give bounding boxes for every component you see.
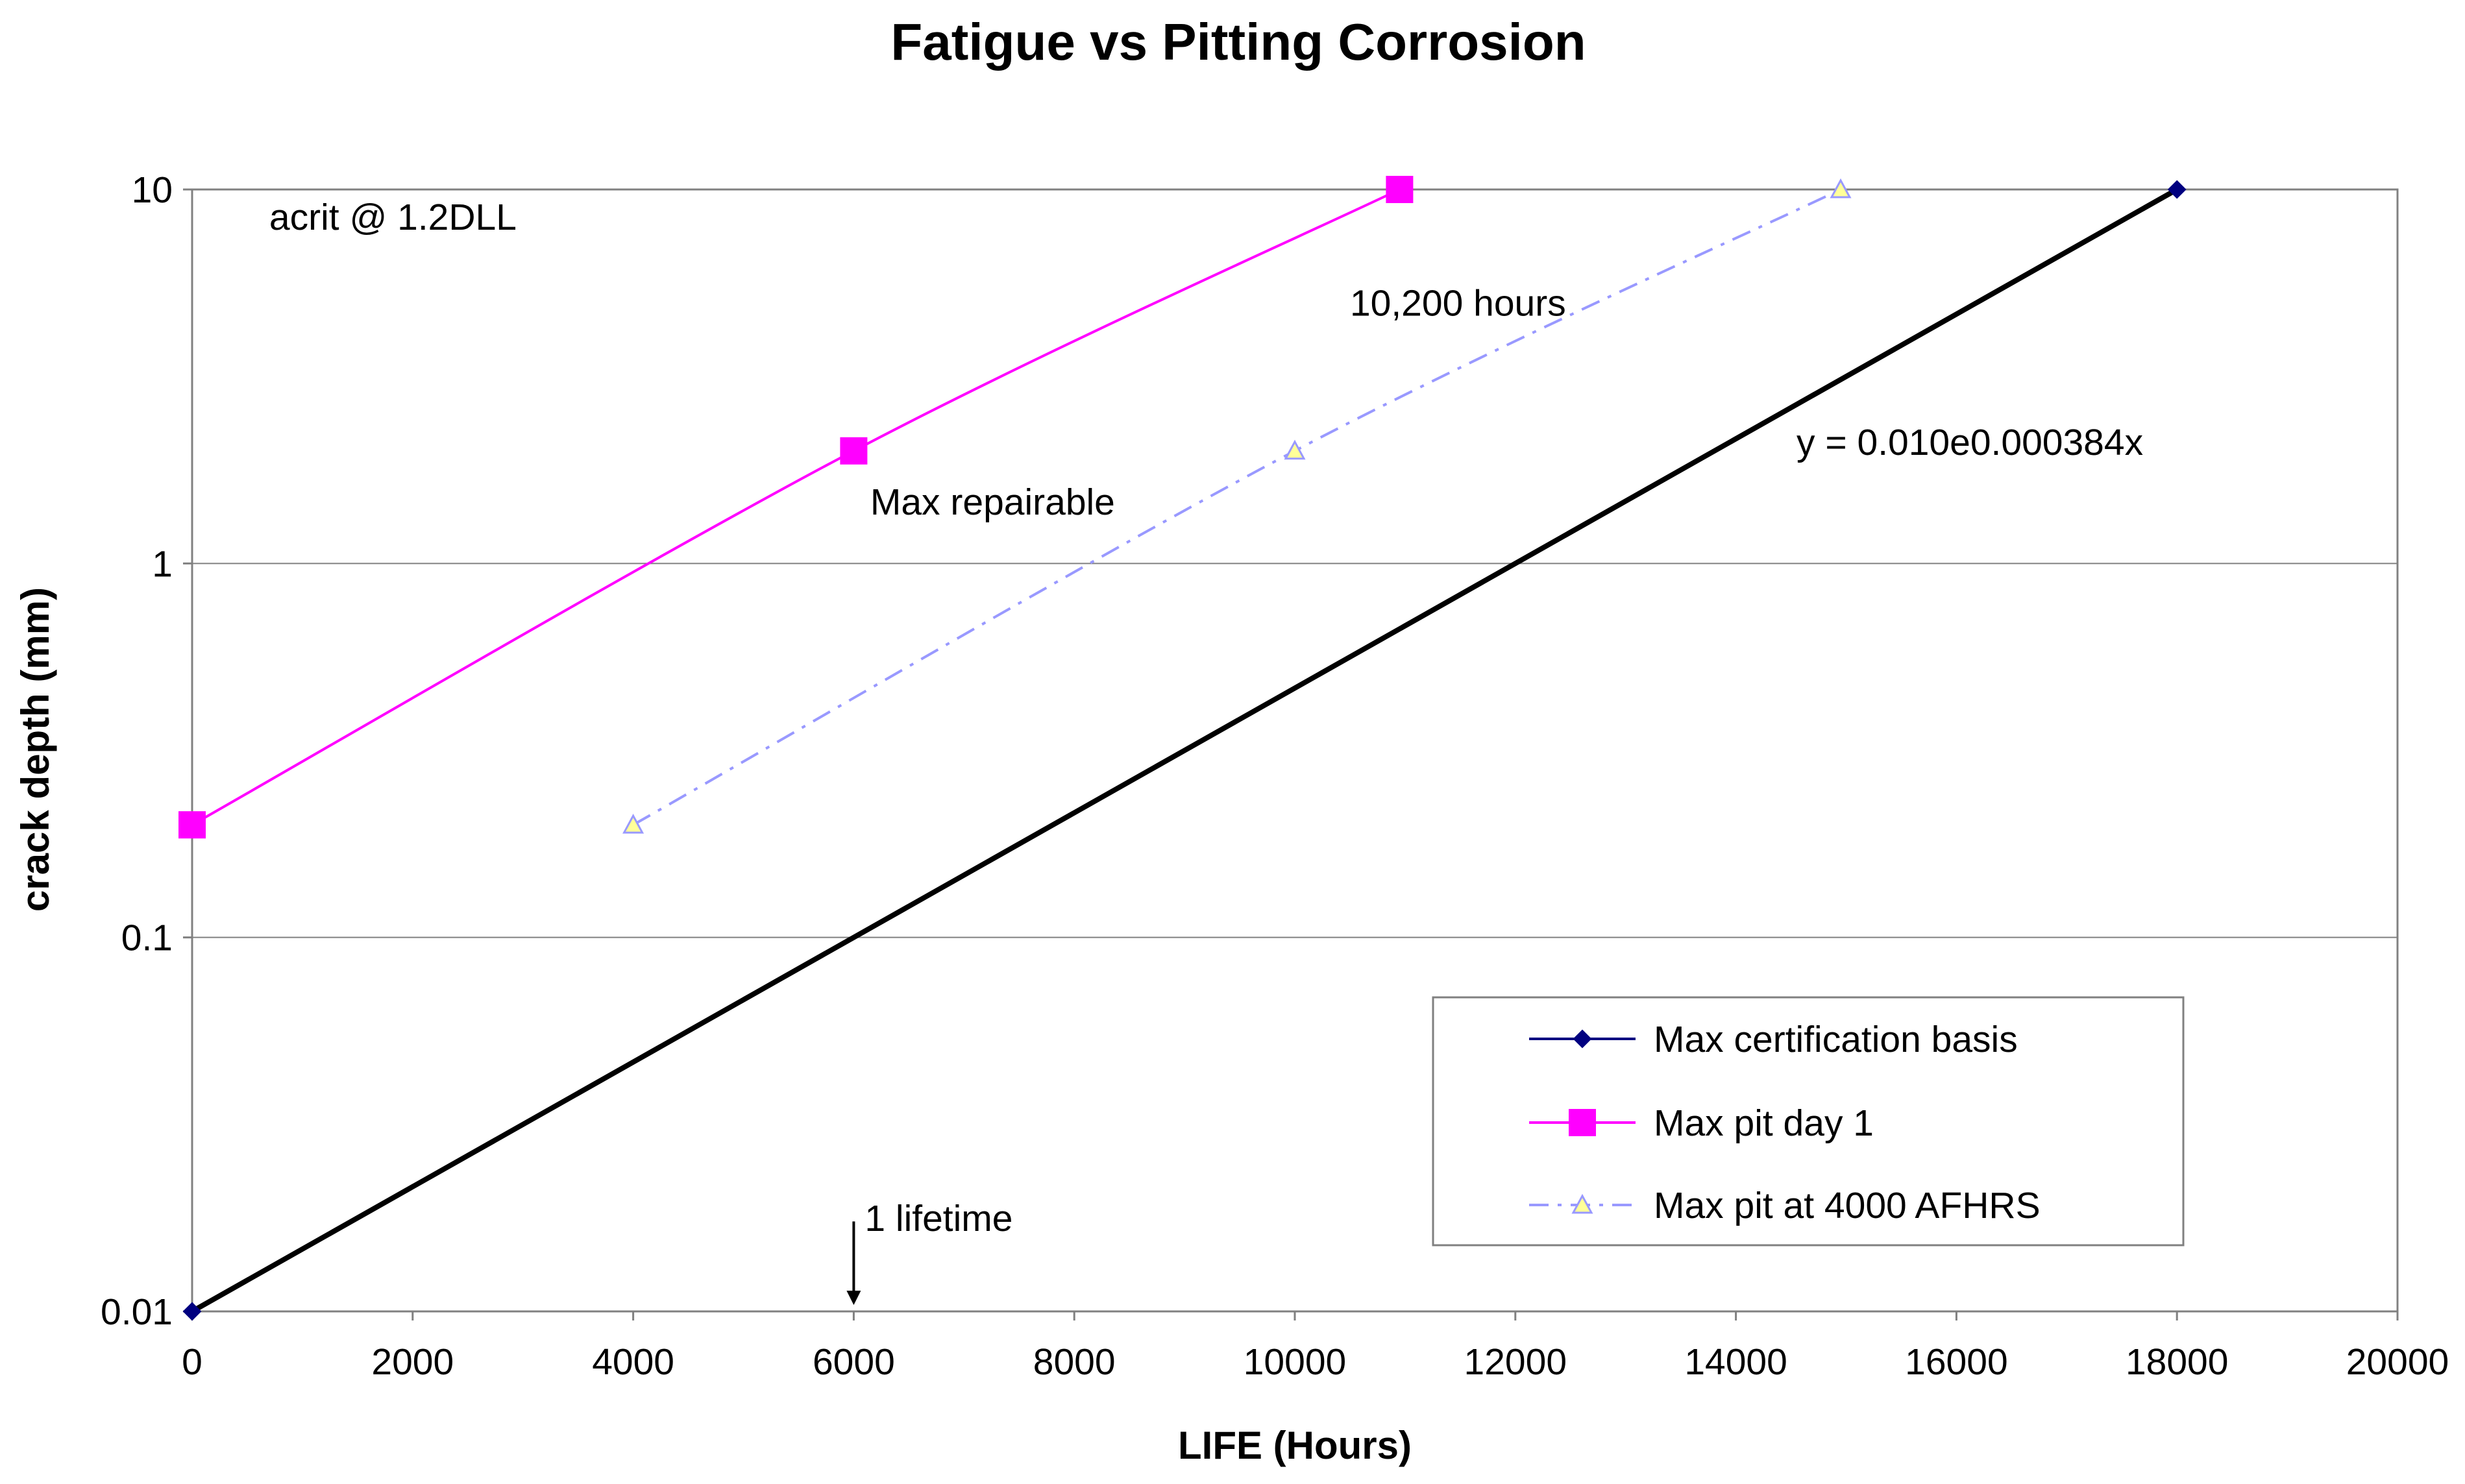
x-tick-label: 8000 bbox=[1033, 1341, 1116, 1383]
axis-ticks: 0.01 0.1 1 10 0 2000 4000 6000 8000 10000 12000 140… bbox=[101, 169, 2449, 1383]
annotations: acrit @ 1.2DLL 10,200 hours y = 0.010e0.00… bbox=[269, 197, 2143, 1306]
x-tick-label: 12000 bbox=[1464, 1341, 1567, 1383]
series-line bbox=[191, 188, 1401, 826]
y-tick-label: 1 bbox=[152, 543, 173, 585]
legend-label: Max pit at 4000 AFHRS bbox=[1654, 1185, 2041, 1226]
annotation-1: acrit @ 1.2DLL bbox=[269, 197, 517, 238]
triangle-marker bbox=[622, 814, 644, 834]
square-marker bbox=[1386, 176, 1414, 203]
legend-label: Max pit day 1 bbox=[1654, 1102, 1874, 1144]
x-tick-label: 10000 bbox=[1244, 1341, 1347, 1383]
series-layer bbox=[178, 176, 2187, 1321]
x-axis-title: LIFE (Hours) bbox=[1178, 1424, 1412, 1467]
series-line bbox=[632, 188, 1841, 826]
diamond-marker bbox=[182, 1302, 202, 1321]
lifetime-arrow-head bbox=[846, 1291, 861, 1306]
square-marker bbox=[178, 811, 206, 839]
legend-label: Max certification basis bbox=[1654, 1019, 2018, 1060]
gridlines bbox=[192, 563, 2398, 938]
x-tick-label: 20000 bbox=[2346, 1341, 2449, 1383]
x-tick-label: 0 bbox=[182, 1341, 202, 1383]
legend: Max certification basis Max pit day 1 Max … bbox=[1432, 996, 2185, 1247]
x-tick-label: 2000 bbox=[371, 1341, 454, 1383]
annotation-3: y = 0.010e0.000384x bbox=[1797, 422, 2143, 463]
series-line bbox=[191, 187, 2179, 1314]
annotation-5: 1 lifetime bbox=[865, 1198, 1012, 1239]
series-1 bbox=[182, 180, 2187, 1321]
x-tick-label: 6000 bbox=[813, 1341, 895, 1383]
x-tick-label: 16000 bbox=[1905, 1341, 2008, 1383]
x-tick-label: 18000 bbox=[2126, 1341, 2229, 1383]
diamond-marker bbox=[2167, 180, 2187, 199]
y-tick-label: 0.01 bbox=[101, 1291, 173, 1333]
legend-diamond-marker bbox=[1573, 1029, 1592, 1049]
legend-triangle-marker bbox=[1571, 1193, 1593, 1214]
legend-entry: Max pit day 1 bbox=[1529, 1102, 1874, 1144]
legend-square-marker bbox=[1569, 1109, 1596, 1136]
series-2 bbox=[178, 176, 1414, 839]
annotation-2: 10,200 hours bbox=[1350, 282, 1566, 324]
square-marker bbox=[840, 437, 868, 465]
triangle-marker bbox=[1284, 439, 1306, 460]
annotation-4: Max repairable bbox=[870, 481, 1115, 523]
chart-title: Fatigue vs Pitting Corrosion bbox=[890, 13, 1586, 71]
x-tick-label: 4000 bbox=[592, 1341, 674, 1383]
y-tick-label: 0.1 bbox=[121, 918, 173, 959]
x-tick-label: 14000 bbox=[1684, 1341, 1787, 1383]
y-axis-title: crack depth (mm) bbox=[14, 587, 57, 912]
y-tick-label: 10 bbox=[132, 169, 173, 211]
series-3 bbox=[622, 178, 1852, 834]
legend-entry: Max certification basis bbox=[1529, 1019, 2018, 1060]
legend-entry: Max pit at 4000 AFHRS bbox=[1529, 1185, 2041, 1226]
triangle-marker bbox=[1830, 178, 1852, 199]
